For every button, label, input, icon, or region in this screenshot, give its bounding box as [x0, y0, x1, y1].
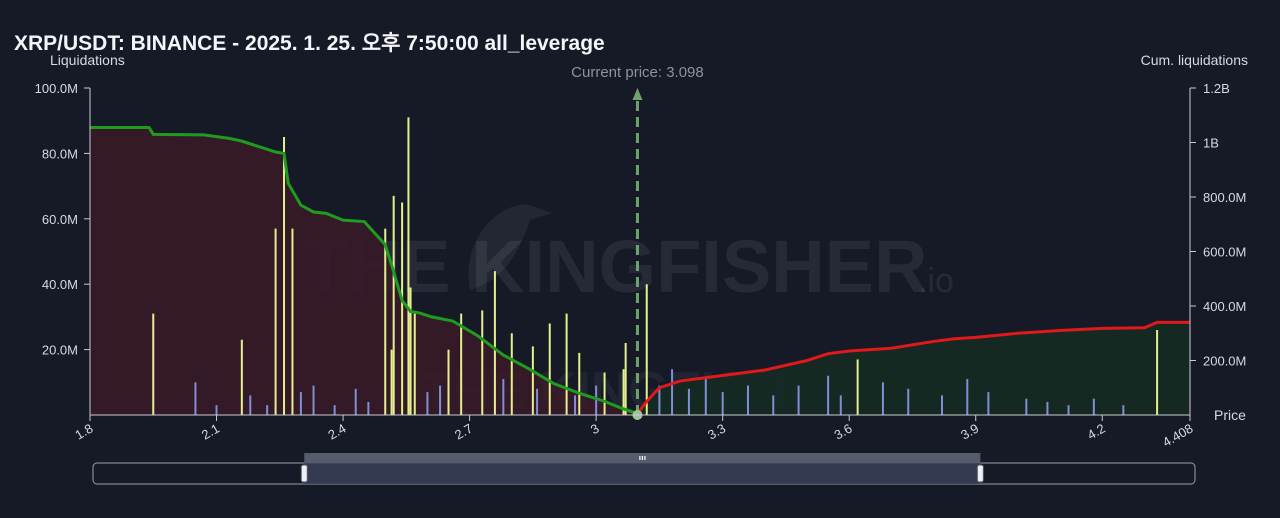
y-left-tick-label: 80.0M: [42, 146, 78, 161]
grip-icon: [644, 456, 646, 460]
cum-long-line: [90, 126, 638, 416]
watermark-suffix: .io: [918, 262, 954, 300]
range-slider-handle[interactable]: [976, 464, 984, 483]
current-price-arrow-icon: [632, 88, 643, 100]
y-right-tick-label: 400.0M: [1203, 299, 1246, 314]
x-tick-label: 4.408: [1160, 421, 1196, 450]
x-tick-label: 3: [588, 421, 602, 438]
range-slider-selection[interactable]: [304, 463, 981, 484]
y-left-tick-label: 40.0M: [42, 277, 78, 292]
x-axis-title: Price: [1214, 407, 1246, 423]
kingfisher-logo-icon: [468, 204, 552, 290]
y-left-tick-label: 20.0M: [42, 343, 78, 358]
current-price-label: Current price: 3.098: [571, 64, 704, 81]
y-left-tick-label: 100.0M: [35, 81, 78, 96]
short-liquidation-area: [637, 322, 1190, 415]
x-tick-label: 2.7: [452, 421, 475, 443]
x-tick-label: 1.8: [72, 421, 95, 443]
grip-icon: [639, 456, 641, 460]
range-slider-handle[interactable]: [300, 464, 308, 483]
chart-title: XRP/USDT: BINANCE - 2025. 1. 25. 오후 7:50…: [14, 32, 605, 55]
x-tick-label: 2.1: [199, 421, 222, 443]
x-tick-label: 3.3: [705, 421, 728, 443]
y-right-tick-label: 1B: [1203, 136, 1219, 151]
x-tick-label: 3.9: [958, 421, 981, 443]
y-right-tick-label: 1.2B: [1203, 81, 1230, 96]
x-tick-label: 3.6: [832, 421, 855, 443]
grip-icon: [641, 456, 644, 460]
y-left-tick-label: 60.0M: [42, 212, 78, 227]
y-right-tick-label: 800.0M: [1203, 190, 1246, 205]
y-right-tick-label: 200.0M: [1203, 354, 1246, 369]
y-right-axis-title: Cum. liquidations: [1140, 52, 1248, 68]
cum-short-line: [636, 320, 1190, 415]
watermark-text: THE KINGFISHER: [303, 225, 928, 308]
y-left-axis-title: Liquidations: [50, 52, 125, 68]
x-tick-label: 2.4: [325, 421, 348, 443]
y-right-tick-label: 600.0M: [1203, 245, 1246, 260]
long-liquidation-area: [90, 127, 638, 415]
x-tick-label: 4.2: [1085, 421, 1108, 443]
